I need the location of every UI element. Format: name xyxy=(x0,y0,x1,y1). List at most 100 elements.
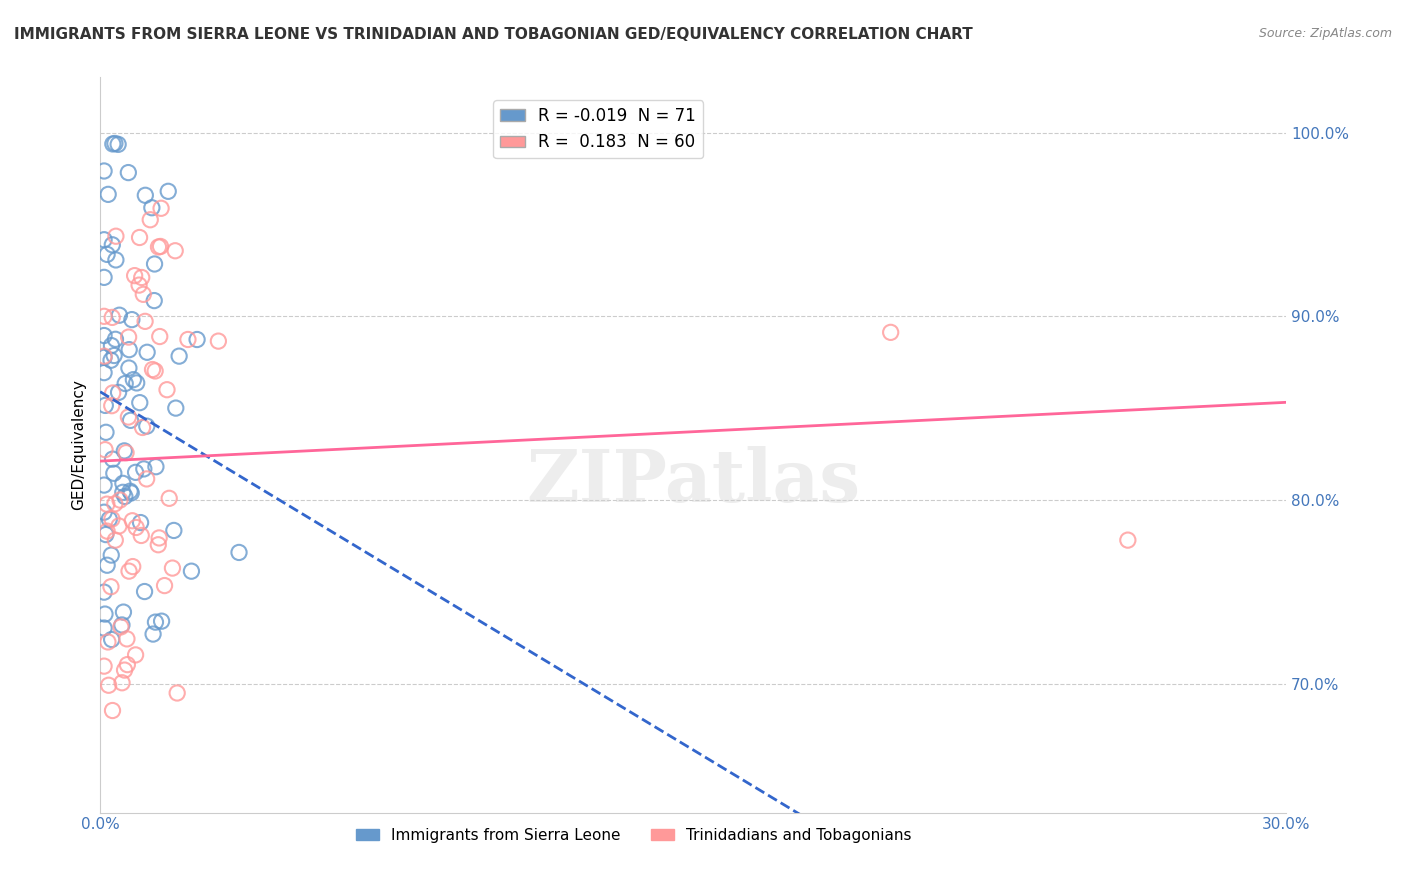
Point xyxy=(93,659,115,673)
Point xyxy=(114,663,136,677)
Point xyxy=(162,561,184,575)
Point xyxy=(93,164,115,178)
Point xyxy=(120,486,142,500)
Text: Source: ZipAtlas.com: Source: ZipAtlas.com xyxy=(1258,27,1392,40)
Point xyxy=(93,351,115,365)
Point xyxy=(104,533,127,548)
Point xyxy=(93,585,115,599)
Point xyxy=(1116,533,1139,548)
Point xyxy=(111,618,134,632)
Point xyxy=(166,686,188,700)
Point xyxy=(157,491,180,506)
Point xyxy=(879,326,901,340)
Point xyxy=(163,524,186,538)
Point xyxy=(100,632,122,647)
Point xyxy=(207,334,229,348)
Point xyxy=(143,364,166,378)
Point xyxy=(125,376,148,390)
Point xyxy=(153,578,176,592)
Point xyxy=(186,333,208,347)
Point xyxy=(121,559,143,574)
Point xyxy=(125,520,148,534)
Point xyxy=(104,252,127,267)
Point xyxy=(135,472,157,486)
Point xyxy=(101,386,124,401)
Point xyxy=(148,531,170,545)
Point xyxy=(104,497,127,511)
Point xyxy=(94,398,117,412)
Legend: R = -0.019  N = 71, R =  0.183  N = 60: R = -0.019 N = 71, R = 0.183 N = 60 xyxy=(494,101,703,158)
Point xyxy=(124,268,146,283)
Point xyxy=(93,366,115,380)
Point xyxy=(129,528,152,542)
Point xyxy=(136,345,159,359)
Point xyxy=(118,564,141,578)
Point xyxy=(149,329,172,343)
Point xyxy=(148,538,170,552)
Point xyxy=(101,310,124,325)
Point xyxy=(124,466,146,480)
Point xyxy=(141,201,163,215)
Point xyxy=(93,621,115,635)
Point xyxy=(157,184,180,198)
Point xyxy=(131,420,153,434)
Point xyxy=(114,376,136,391)
Point xyxy=(228,545,250,559)
Point xyxy=(128,230,150,244)
Point xyxy=(101,452,124,467)
Point xyxy=(108,519,131,533)
Point xyxy=(120,413,142,427)
Point xyxy=(143,257,166,271)
Point xyxy=(128,395,150,409)
Point xyxy=(142,627,165,641)
Point xyxy=(177,333,200,347)
Point xyxy=(96,558,118,573)
Point xyxy=(145,615,167,629)
Point xyxy=(93,505,115,519)
Point xyxy=(141,362,163,376)
Point xyxy=(121,514,143,528)
Point xyxy=(111,675,134,690)
Point xyxy=(107,137,129,152)
Point xyxy=(93,328,115,343)
Point xyxy=(94,425,117,440)
Point xyxy=(156,383,179,397)
Point xyxy=(103,349,125,363)
Point xyxy=(122,373,145,387)
Point xyxy=(108,493,131,508)
Point xyxy=(98,512,121,526)
Point xyxy=(149,239,172,253)
Point xyxy=(94,527,117,541)
Point xyxy=(111,485,134,500)
Point xyxy=(134,584,156,599)
Point xyxy=(165,401,187,416)
Point xyxy=(117,165,139,179)
Point xyxy=(100,399,122,413)
Point xyxy=(100,353,122,368)
Text: ZIPatlas: ZIPatlas xyxy=(526,446,860,517)
Point xyxy=(110,620,132,634)
Point xyxy=(108,308,131,322)
Point xyxy=(117,657,139,672)
Point xyxy=(104,136,127,151)
Point xyxy=(150,202,173,216)
Text: IMMIGRANTS FROM SIERRA LEONE VS TRINIDADIAN AND TOBAGONIAN GED/EQUIVALENCY CORRE: IMMIGRANTS FROM SIERRA LEONE VS TRINIDAD… xyxy=(14,27,973,42)
Point xyxy=(118,343,141,357)
Point xyxy=(96,247,118,261)
Point xyxy=(128,278,150,293)
Point xyxy=(143,293,166,308)
Point xyxy=(150,614,173,628)
Point xyxy=(111,476,134,491)
Point xyxy=(117,330,139,344)
Point xyxy=(167,349,190,363)
Point xyxy=(117,410,139,425)
Point xyxy=(132,287,155,301)
Point xyxy=(94,607,117,621)
Point xyxy=(145,459,167,474)
Point xyxy=(118,361,141,376)
Point xyxy=(103,467,125,481)
Point xyxy=(114,490,136,504)
Point xyxy=(100,338,122,352)
Point xyxy=(120,484,142,499)
Point xyxy=(94,442,117,457)
